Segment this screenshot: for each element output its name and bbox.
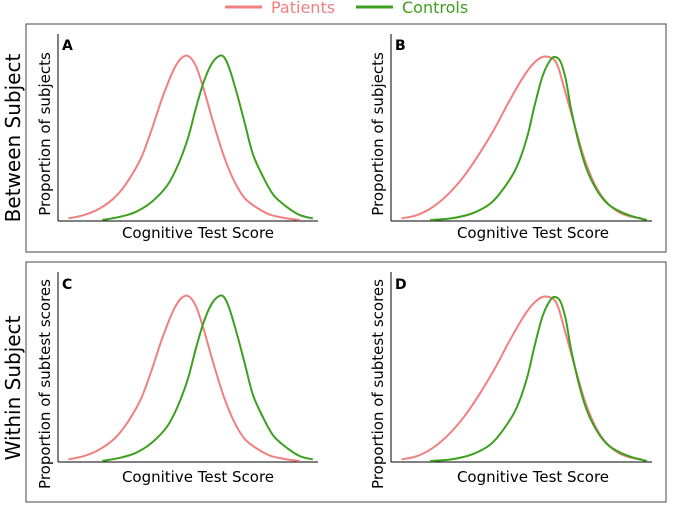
panel-b: B Cognitive Test Score Proportion of sub…	[369, 34, 652, 242]
panel-letter: B	[395, 38, 406, 54]
x-axis-title: Cognitive Test Score	[457, 224, 609, 242]
series-line-controls	[102, 54, 314, 221]
row-label-within: Within Subject	[1, 315, 25, 460]
panel-d: D Cognitive Test Score Proportion of sub…	[369, 272, 652, 489]
y-axis-title: Proportion of subtest scores	[36, 279, 54, 489]
legend-label-controls: Controls	[402, 0, 468, 17]
panel-c: C Cognitive Test Score Proportion of sub…	[36, 272, 318, 489]
series-line-controls	[102, 294, 314, 462]
series-line-patients	[68, 54, 300, 221]
y-axis-title: Proportion of subtest scores	[369, 279, 387, 489]
series-line-controls	[430, 55, 648, 221]
legend-label-patients: Patients	[271, 0, 335, 17]
legend: Patients Controls	[225, 0, 468, 17]
panel-a: A Cognitive Test Score Proportion of sub…	[36, 34, 318, 242]
row-frame-within	[25, 261, 667, 503]
series-line-controls	[430, 295, 648, 462]
row-frame-between	[25, 23, 667, 253]
row-label-between: Between Subject	[1, 54, 25, 223]
panel-letter: D	[395, 277, 407, 293]
x-axis-title: Cognitive Test Score	[122, 468, 274, 486]
series-line-patients	[401, 295, 642, 461]
series-line-patients	[401, 55, 642, 220]
y-axis-title: Proportion of subjects	[36, 52, 54, 216]
panel-letter: C	[62, 277, 72, 293]
x-axis-title: Cognitive Test Score	[457, 468, 609, 486]
x-axis-title: Cognitive Test Score	[122, 224, 274, 242]
panel-letter: A	[62, 38, 73, 54]
series-line-patients	[68, 294, 300, 462]
y-axis-title: Proportion of subjects	[369, 52, 387, 216]
